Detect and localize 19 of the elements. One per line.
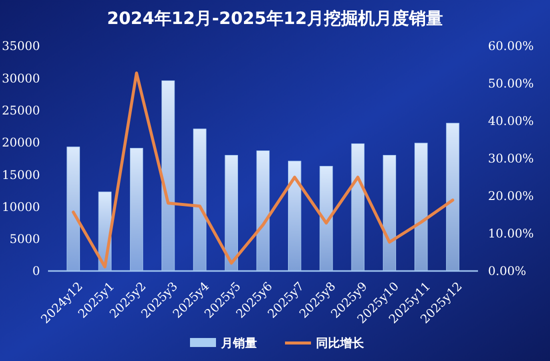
legend-label: 同比增长 — [316, 336, 365, 350]
y2-tick-label: 30.00% — [488, 152, 534, 166]
chart-title: 2024年12月-2025年12月挖掘机月度销量 — [107, 9, 443, 29]
line-series — [72, 72, 454, 268]
y-tick-label: 20000 — [2, 136, 40, 150]
y-tick-label: 25000 — [2, 103, 40, 118]
y-tick-label: 15000 — [2, 168, 40, 182]
y-tick-label: 0 — [32, 264, 40, 278]
legend-label: 月销量 — [220, 336, 257, 350]
y2-tick-label: 40.00% — [488, 114, 534, 128]
y2-tick-label: 0.00% — [488, 264, 526, 278]
y2-tick-label: 50.00% — [488, 76, 534, 91]
y-tick-label: 30000 — [2, 71, 40, 86]
y2-tick-label: 10.00% — [488, 226, 534, 241]
y-tick-label: 5000 — [9, 232, 40, 246]
y2-tick-label: 60.00% — [488, 39, 534, 54]
y2-tick-label: 20.00% — [488, 189, 534, 204]
y-tick-label: 35000 — [2, 39, 40, 54]
y-tick-label: 10000 — [2, 200, 40, 214]
